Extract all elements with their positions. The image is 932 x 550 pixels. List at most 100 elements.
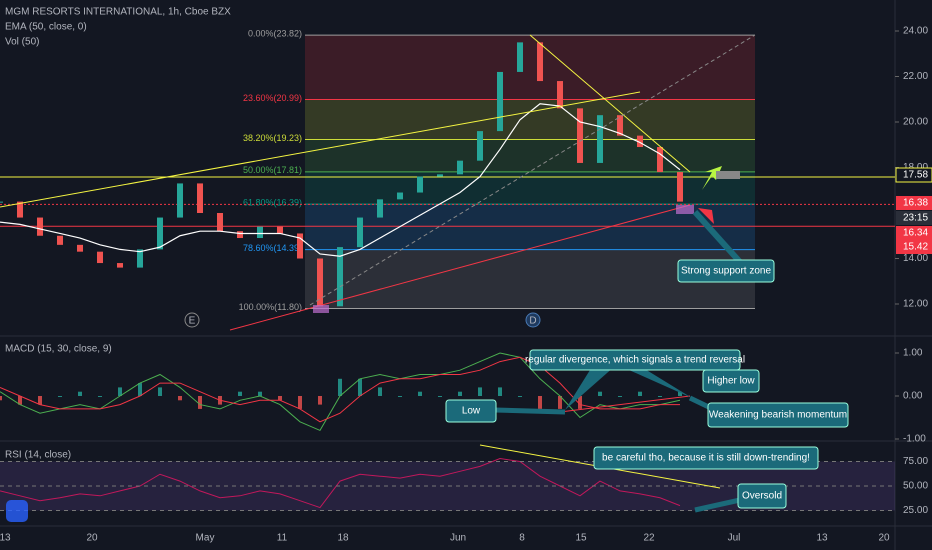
tick-label: 25.00 (903, 505, 928, 516)
zone-box (313, 305, 329, 313)
macd-histogram (438, 396, 442, 397)
macd-histogram (238, 391, 242, 396)
annotation: be careful tho, because it is still down… (593, 446, 819, 470)
candle (177, 183, 183, 218)
macd-histogram (0, 396, 2, 401)
fib-group: 0.00%(23.82) 23.60%(20.99) 38.20%(19.23) 50… (239, 28, 755, 312)
macd-histogram (158, 387, 162, 396)
macd-histogram (378, 387, 382, 396)
candle (0, 201, 3, 203)
annotation-text: Weakening bearish momentum (709, 410, 847, 421)
macd-histogram (518, 396, 522, 397)
candle (677, 172, 683, 202)
indicator-label: RSI (14, close) (5, 450, 71, 461)
macd-histogram (298, 396, 302, 409)
candle (637, 135, 643, 148)
price-badge-label: 16.38 (903, 198, 928, 209)
macd-histogram (278, 396, 282, 401)
macd-histogram (458, 391, 462, 396)
candle (217, 213, 223, 232)
time-label: Jul (728, 533, 741, 544)
fib-label: 0.00%(23.82) (248, 28, 302, 38)
tick-label: 50.00 (903, 481, 928, 492)
fib-label: 78.60%(14.39) (243, 243, 302, 253)
candle (197, 183, 203, 213)
candle (617, 115, 623, 136)
time-label: 11 (277, 533, 288, 544)
macd-histogram (618, 396, 622, 397)
price-tick-label: 24.00 (903, 26, 928, 37)
fib-band (305, 35, 755, 100)
time-label: 8 (519, 533, 525, 544)
price-badge (896, 196, 932, 210)
fib-label: 38.20%(19.23) (243, 133, 302, 143)
annotation: Higher low (702, 369, 760, 393)
annotation-text: be careful tho, because it is still down… (602, 453, 810, 464)
tick-label: 1.00 (903, 348, 923, 359)
callout-pointer (494, 407, 566, 415)
macd-histogram (38, 396, 42, 405)
candle (437, 174, 443, 177)
callout-pointer (620, 366, 692, 398)
annotation-text: Oversold (742, 491, 782, 502)
candle (557, 81, 563, 109)
candle (317, 258, 323, 307)
candle (537, 42, 543, 82)
event-marker (525, 312, 541, 328)
callout-pointer (565, 366, 615, 410)
tick-label: 0.00 (903, 391, 923, 402)
time-label: 13 (0, 533, 11, 544)
annotation-text: regular divergence, which signals a tren… (525, 355, 745, 366)
axes: 24.0022.0020.0018.0014.0012.001.000.00-1… (0, 26, 932, 544)
macd-histogram (178, 396, 182, 401)
candle (277, 226, 283, 234)
trendline (229, 204, 691, 331)
fib-band (305, 139, 755, 172)
annotation: Weakening bearish momentum (707, 402, 849, 428)
indicator-label: Vol (50) (5, 37, 39, 48)
fib-band (305, 99, 755, 140)
candle (37, 217, 43, 236)
indicator-label: EMA (50, close, 0) (5, 22, 87, 33)
price-badge (896, 211, 932, 225)
arrow (698, 208, 714, 224)
annotation: Strong support zone (677, 259, 775, 283)
time-label: 20 (878, 533, 890, 544)
ema-line (0, 103, 681, 257)
macd-histogram (138, 383, 142, 396)
candle (417, 176, 423, 193)
annotation: Oversold (737, 483, 787, 509)
logo[interactable] (6, 500, 28, 522)
macd-histogram (58, 396, 62, 397)
price-badge (896, 226, 932, 240)
tick-label: -1.00 (903, 434, 926, 445)
candle (297, 233, 303, 259)
candle (517, 42, 523, 72)
fib-label: 50.00%(17.81) (243, 165, 302, 175)
macd-histogram (98, 396, 102, 397)
macd-histogram (258, 391, 262, 396)
macd-histogram (598, 391, 602, 396)
macd-histogram (478, 387, 482, 396)
fib-label: 100.00%(11.80) (239, 302, 302, 312)
fib-diagonal (309, 34, 756, 306)
time-label: 22 (643, 533, 655, 544)
candle (457, 160, 463, 175)
macd-histogram (538, 396, 542, 409)
candle (97, 251, 103, 264)
event-label: D (529, 316, 536, 327)
candle (157, 217, 163, 250)
time-label: 18 (337, 533, 349, 544)
time-label: 13 (816, 533, 828, 544)
zone-box (676, 205, 694, 214)
fib-label: 61.80%(16.39) (243, 198, 302, 208)
candle (117, 263, 123, 268)
time-label: 20 (86, 533, 98, 544)
price-badge (896, 240, 932, 254)
rsi-line (0, 458, 681, 509)
macd-histogram (658, 396, 662, 397)
candle (657, 147, 663, 173)
annotation-text: Higher low (707, 376, 755, 387)
candle (497, 71, 503, 132)
